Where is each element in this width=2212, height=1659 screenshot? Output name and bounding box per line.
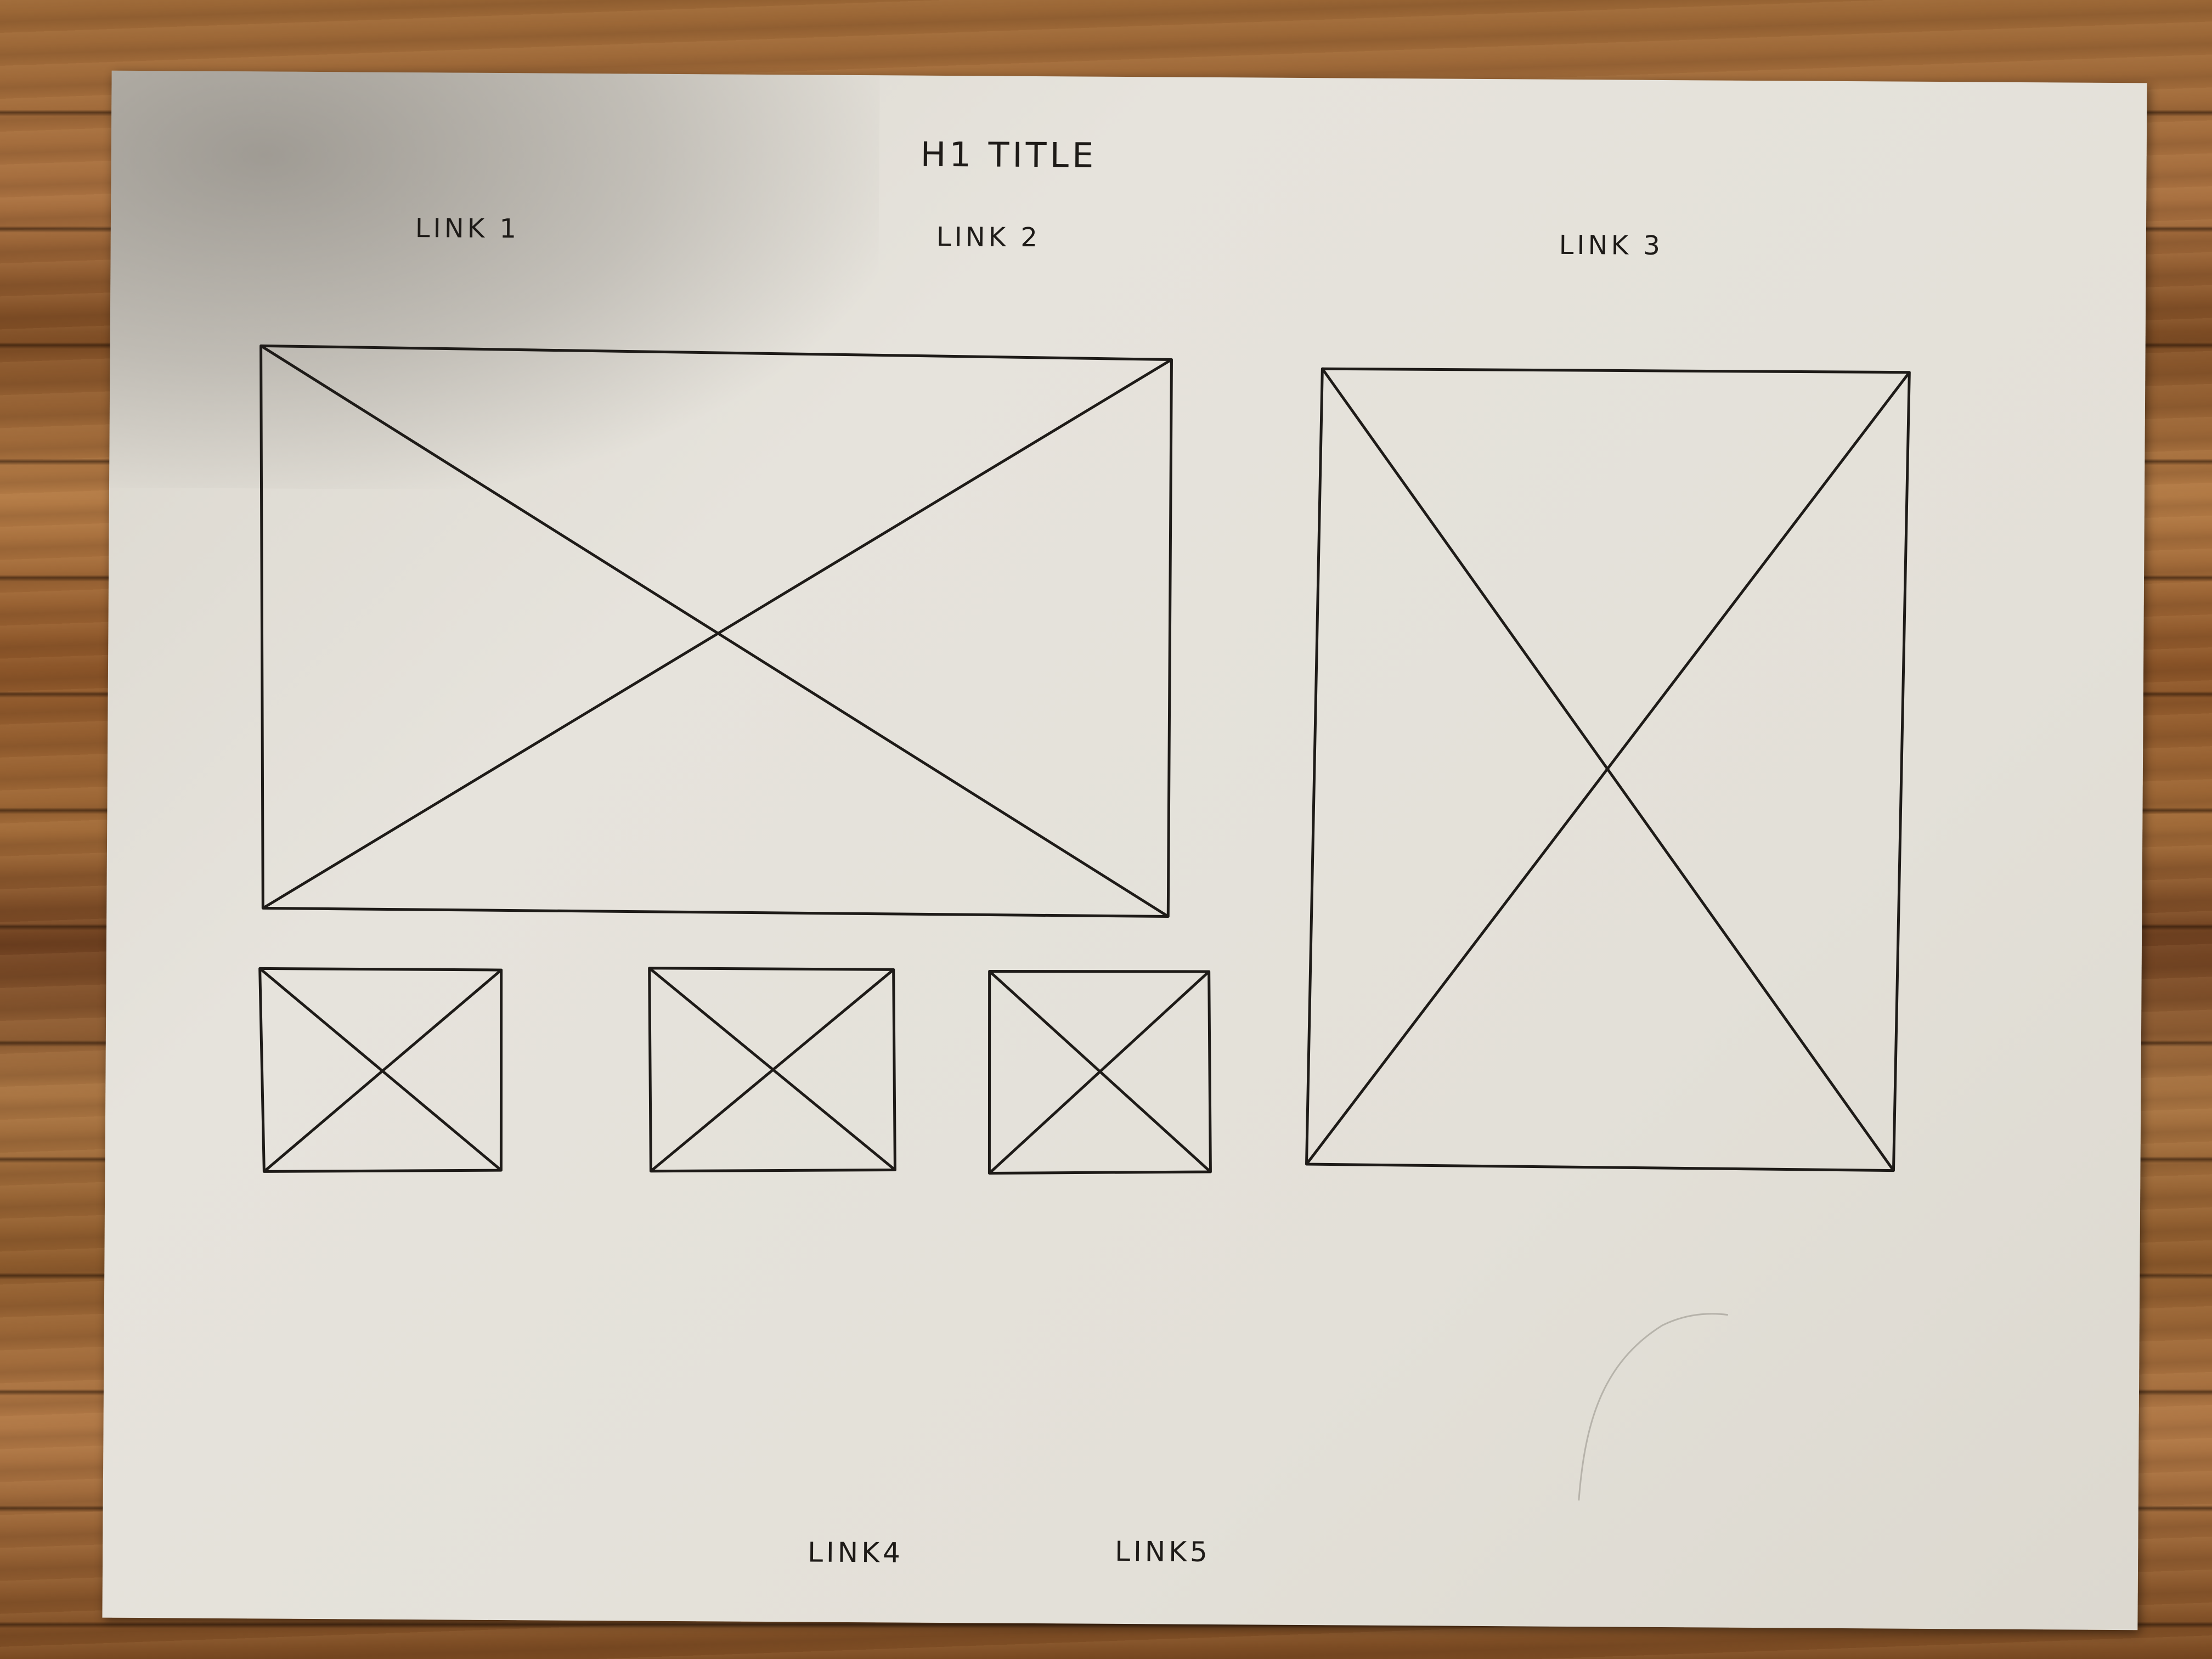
nav-link-3[interactable]: LINK 3: [1559, 230, 1663, 261]
stray-pencil-mark: [1578, 1313, 1729, 1501]
hero-image-placeholder[interactable]: [257, 344, 1173, 918]
thumbnail-placeholder-3[interactable]: [988, 969, 1212, 1175]
footer-link-5[interactable]: LINK5: [1115, 1536, 1211, 1568]
h1-title[interactable]: H1 TITLE: [921, 134, 1097, 176]
wireframe-paper: H1 TITLE LINK 1 LINK 2 LINK 3: [102, 70, 2147, 1630]
footer-link-4[interactable]: LINK4: [808, 1536, 904, 1568]
nav-link-1[interactable]: LINK 1: [415, 213, 520, 244]
thumbnail-placeholder-2[interactable]: [648, 967, 896, 1173]
nav-link-2[interactable]: LINK 2: [936, 222, 1041, 253]
side-image-placeholder[interactable]: [1305, 367, 1911, 1172]
thumbnail-placeholder-1[interactable]: [258, 967, 503, 1173]
wireframe-sketch: H1 TITLE LINK 1 LINK 2 LINK 3: [257, 134, 1911, 1569]
